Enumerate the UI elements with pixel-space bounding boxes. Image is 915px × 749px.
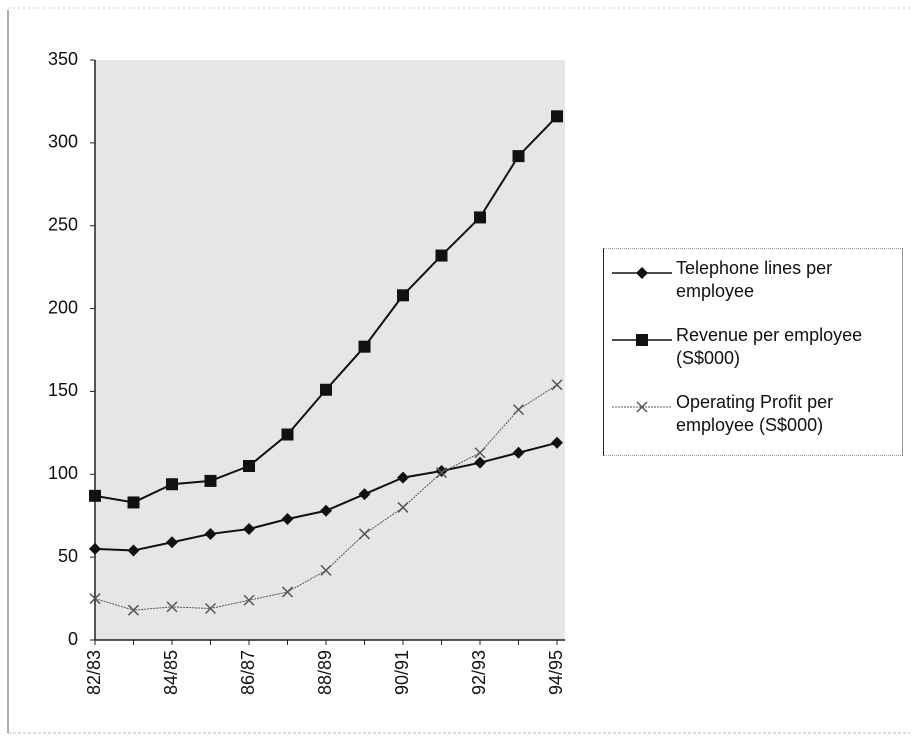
marker [397, 501, 409, 513]
y-tick-label: 350 [48, 49, 78, 69]
marker [166, 536, 178, 549]
plot [89, 59, 565, 645]
marker [435, 249, 448, 262]
legend-entry: Telephone lines per employee [610, 257, 900, 317]
legend-label: Telephone lines per employee [676, 258, 833, 301]
y-tick-label: 150 [48, 380, 78, 400]
y-tick-label: 250 [48, 214, 78, 234]
marker [89, 593, 101, 605]
x-tick-label: 90/91 [392, 650, 412, 695]
y-tick-label: 300 [48, 132, 78, 152]
marker [474, 447, 486, 459]
marker [89, 542, 101, 555]
marker [512, 404, 525, 416]
marker [636, 267, 648, 279]
marker [204, 602, 217, 615]
marker [320, 564, 332, 576]
marker [474, 456, 486, 469]
x-tick-label: 86/87 [238, 650, 258, 695]
marker [358, 528, 371, 540]
y-tick-label: 200 [48, 297, 78, 317]
y-tick-label: 50 [58, 546, 78, 566]
marker [127, 496, 140, 509]
marker [127, 544, 140, 557]
legend: Telephone lines per employee Revenue per … [603, 248, 903, 456]
legend-swatch [612, 334, 672, 346]
marker [281, 586, 294, 598]
marker [512, 150, 525, 163]
marker [474, 211, 486, 224]
marker [89, 489, 101, 502]
y-tick-label: 0 [68, 629, 78, 649]
marker [243, 522, 255, 535]
x-tick-label: 82/83 [84, 650, 104, 695]
marker [551, 110, 563, 123]
marker [397, 289, 409, 302]
plot-area [95, 60, 565, 640]
marker [551, 436, 563, 449]
marker [320, 383, 332, 396]
x-tick-label: 92/93 [469, 650, 489, 695]
legend-label: Operating Profit per employee (S$000) [676, 392, 834, 435]
marker [166, 601, 178, 613]
marker [127, 604, 140, 616]
marker [243, 460, 255, 472]
marker [435, 467, 448, 479]
legend-label: Revenue per employee (S$000) [676, 325, 863, 368]
marker [320, 504, 332, 517]
marker [636, 334, 648, 346]
marker [636, 401, 648, 413]
marker [551, 379, 563, 391]
x-tick-label: 88/89 [315, 650, 335, 695]
legend-entry: Operating Profit per employee (S$000) [610, 391, 900, 451]
marker [435, 464, 448, 477]
legend-swatch [612, 401, 672, 413]
marker [243, 594, 255, 606]
legend-entry: Revenue per employee (S$000) [610, 324, 900, 384]
marker [204, 474, 217, 487]
marker [512, 446, 525, 459]
marker [358, 340, 371, 353]
x-tick-label: 94/95 [546, 650, 566, 695]
marker [281, 428, 294, 441]
marker [358, 488, 371, 501]
marker [166, 478, 178, 491]
y-tick-label: 100 [48, 463, 78, 483]
marker [281, 513, 294, 526]
marker [397, 471, 409, 484]
marker [204, 527, 217, 540]
legend-swatch [612, 267, 672, 279]
x-tick-label: 84/85 [161, 650, 181, 695]
